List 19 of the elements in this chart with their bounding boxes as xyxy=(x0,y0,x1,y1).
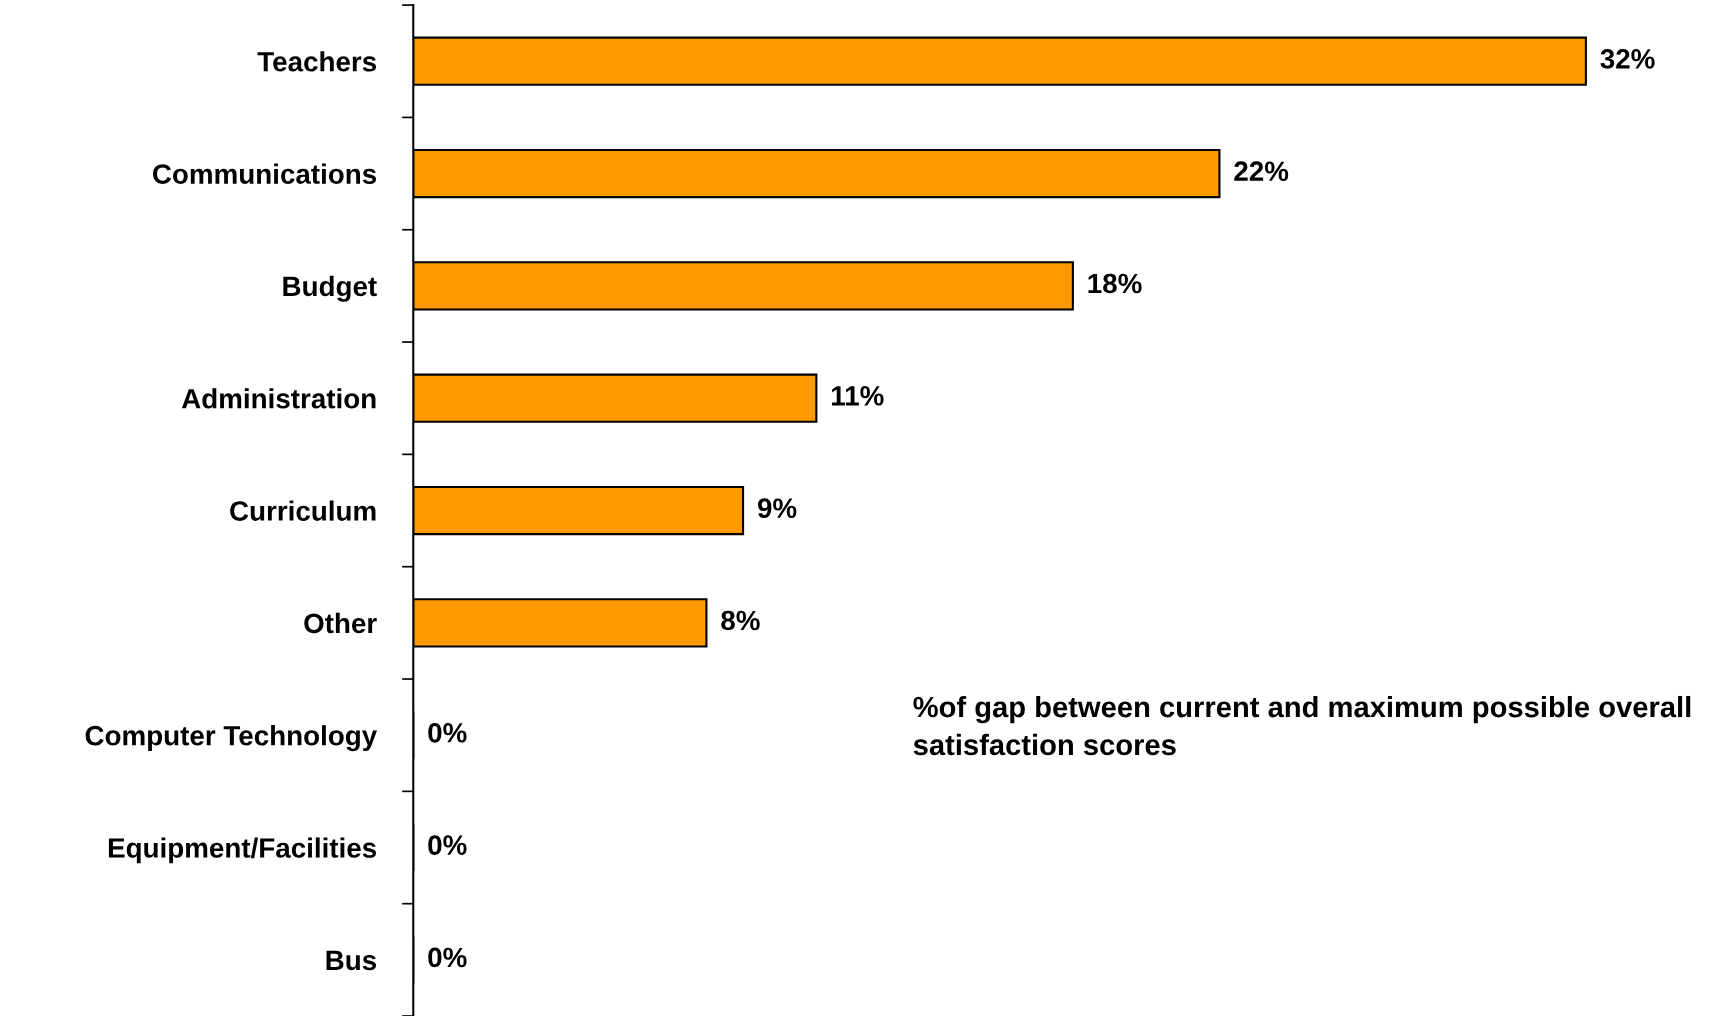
data-label: 8% xyxy=(721,610,760,631)
data-label: 0% xyxy=(428,835,467,855)
data-label: 18% xyxy=(1088,273,1142,294)
y-tick-label: Teachers xyxy=(257,51,377,72)
y-tick-label: Administration xyxy=(181,388,376,409)
annotation: %of gap between current and maximum possible overall satisfaction scores xyxy=(913,695,1691,756)
y-tick-label: Equipment/Facilities xyxy=(108,837,377,864)
data-label: 0% xyxy=(428,722,467,743)
y-tick-label: Curriculum xyxy=(230,500,376,521)
y-tick-label: Computer Technology xyxy=(85,725,378,752)
data-label: 22% xyxy=(1234,161,1289,181)
y-tick-label: Budget xyxy=(283,275,377,302)
data-label: 32% xyxy=(1600,49,1655,69)
y-tick-label: Communications xyxy=(152,163,377,184)
y-tick-label: Bus xyxy=(326,950,377,971)
data-label: 0% xyxy=(428,947,467,968)
data-label: 11% xyxy=(832,386,884,406)
data-label: 9% xyxy=(757,498,797,518)
y-tick-label: Other xyxy=(304,612,377,634)
